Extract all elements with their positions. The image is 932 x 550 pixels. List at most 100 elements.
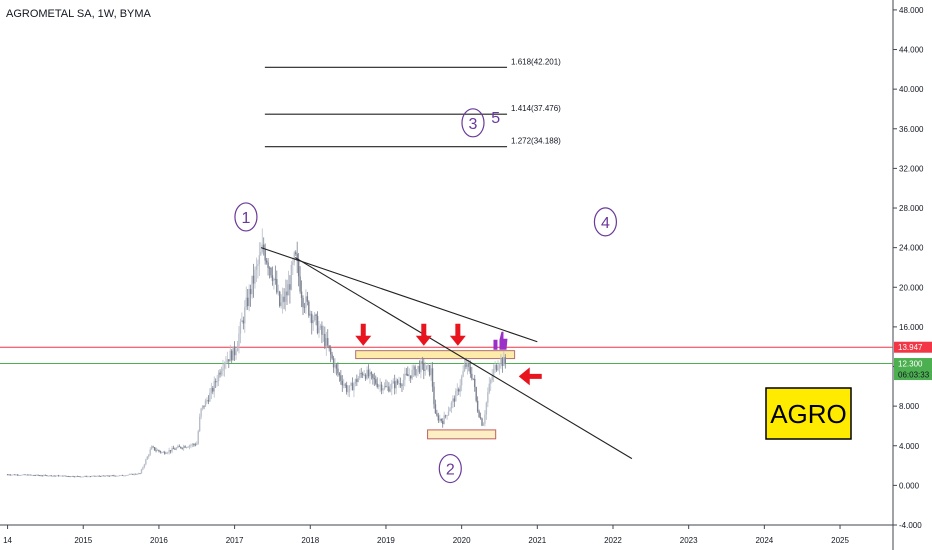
candle-body	[431, 368, 434, 387]
candle-body	[487, 392, 489, 403]
candle-body	[490, 379, 492, 384]
candle-body	[66, 476, 68, 477]
wave-circle	[234, 202, 258, 232]
wave-label: 3	[469, 116, 478, 133]
trend-line	[294, 257, 633, 460]
candle-body	[177, 446, 179, 448]
candle-body	[35, 474, 38, 476]
candle-body	[495, 365, 498, 371]
candle-body	[212, 388, 214, 392]
candle-body	[389, 388, 392, 392]
wave-label: 4	[601, 215, 610, 232]
candle-body	[223, 363, 226, 369]
candle-body	[255, 266, 258, 270]
candle-body	[315, 314, 317, 316]
candle-body	[9, 474, 12, 476]
candle-body	[249, 288, 252, 295]
candle-body	[343, 384, 345, 386]
candle-body	[105, 475, 108, 477]
candle-body	[350, 382, 352, 386]
price-tag-label: 12.300	[898, 360, 923, 369]
candle-body	[386, 386, 389, 388]
candle-body	[31, 474, 34, 476]
candle-body	[383, 385, 386, 389]
candle-body	[133, 473, 135, 475]
candle-body	[200, 408, 202, 417]
x-tick-label: 2019	[377, 536, 395, 545]
candle-body	[329, 348, 332, 355]
down-arrow-icon	[449, 323, 466, 346]
candle-body	[143, 464, 146, 468]
candle-body	[375, 379, 377, 384]
candle-body	[85, 476, 87, 477]
candle-body	[492, 368, 495, 377]
trend-line	[260, 247, 538, 343]
candle-body	[382, 388, 384, 391]
candle-body	[369, 372, 371, 377]
candle-body	[476, 400, 479, 412]
candle-body	[11, 474, 13, 476]
candle-body	[209, 393, 211, 402]
candle-body	[196, 443, 198, 446]
candle-body	[134, 473, 137, 475]
candle-body	[229, 350, 231, 362]
candle-body	[475, 387, 477, 401]
y-tick-label: -4.000	[899, 521, 922, 530]
candle-body	[121, 475, 124, 476]
candle-body	[214, 381, 217, 383]
candle-body	[193, 443, 195, 445]
candle-body	[6, 474, 9, 476]
chart-title: AGROMETAL SA, 1W, BYMA	[6, 8, 151, 20]
candle-body	[225, 362, 227, 364]
candle-body	[402, 379, 405, 386]
candle-body	[111, 475, 114, 477]
candle-body	[123, 475, 125, 477]
candle-body	[38, 475, 41, 477]
candle-body	[175, 447, 178, 450]
candle-body	[75, 476, 77, 477]
candle-body	[488, 383, 490, 393]
candle-body	[79, 476, 82, 478]
candle-body	[100, 476, 102, 477]
candle-body	[130, 473, 132, 475]
candle-body	[180, 446, 182, 448]
candle-body	[139, 473, 141, 475]
candle-body	[391, 383, 393, 389]
candle-body	[463, 364, 466, 371]
candle-body	[69, 476, 71, 478]
candle-body	[264, 249, 266, 261]
candle-body	[327, 338, 329, 346]
candle-body	[478, 411, 480, 418]
candle-body	[458, 389, 460, 392]
candle-body	[293, 252, 295, 263]
candle-body	[316, 315, 319, 334]
candle-body	[363, 374, 365, 376]
price-tag	[894, 358, 932, 381]
y-tick-label: 48.000	[899, 6, 924, 15]
candle-body	[452, 398, 454, 403]
candle-body	[360, 373, 362, 374]
candle-body	[484, 414, 486, 424]
candle-body	[228, 359, 230, 362]
candle-body	[19, 475, 22, 476]
candle-body	[351, 382, 354, 391]
candle-body	[54, 475, 57, 477]
candle-body	[372, 374, 374, 379]
candle-body	[472, 378, 474, 380]
candle-body	[49, 475, 51, 477]
x-tick-label: 2023	[680, 536, 698, 545]
candle-body	[459, 385, 461, 392]
candle-body	[188, 445, 191, 448]
x-tick-label: 2021	[528, 536, 546, 545]
candle-body	[280, 302, 282, 307]
candle-body	[102, 475, 105, 477]
candle-body	[219, 372, 221, 375]
candle-body	[270, 267, 272, 276]
candle-body	[292, 262, 294, 265]
candle-body	[136, 474, 138, 475]
candle-body	[37, 474, 39, 476]
note-text: AGRO	[770, 399, 847, 429]
candle-body	[258, 255, 261, 265]
